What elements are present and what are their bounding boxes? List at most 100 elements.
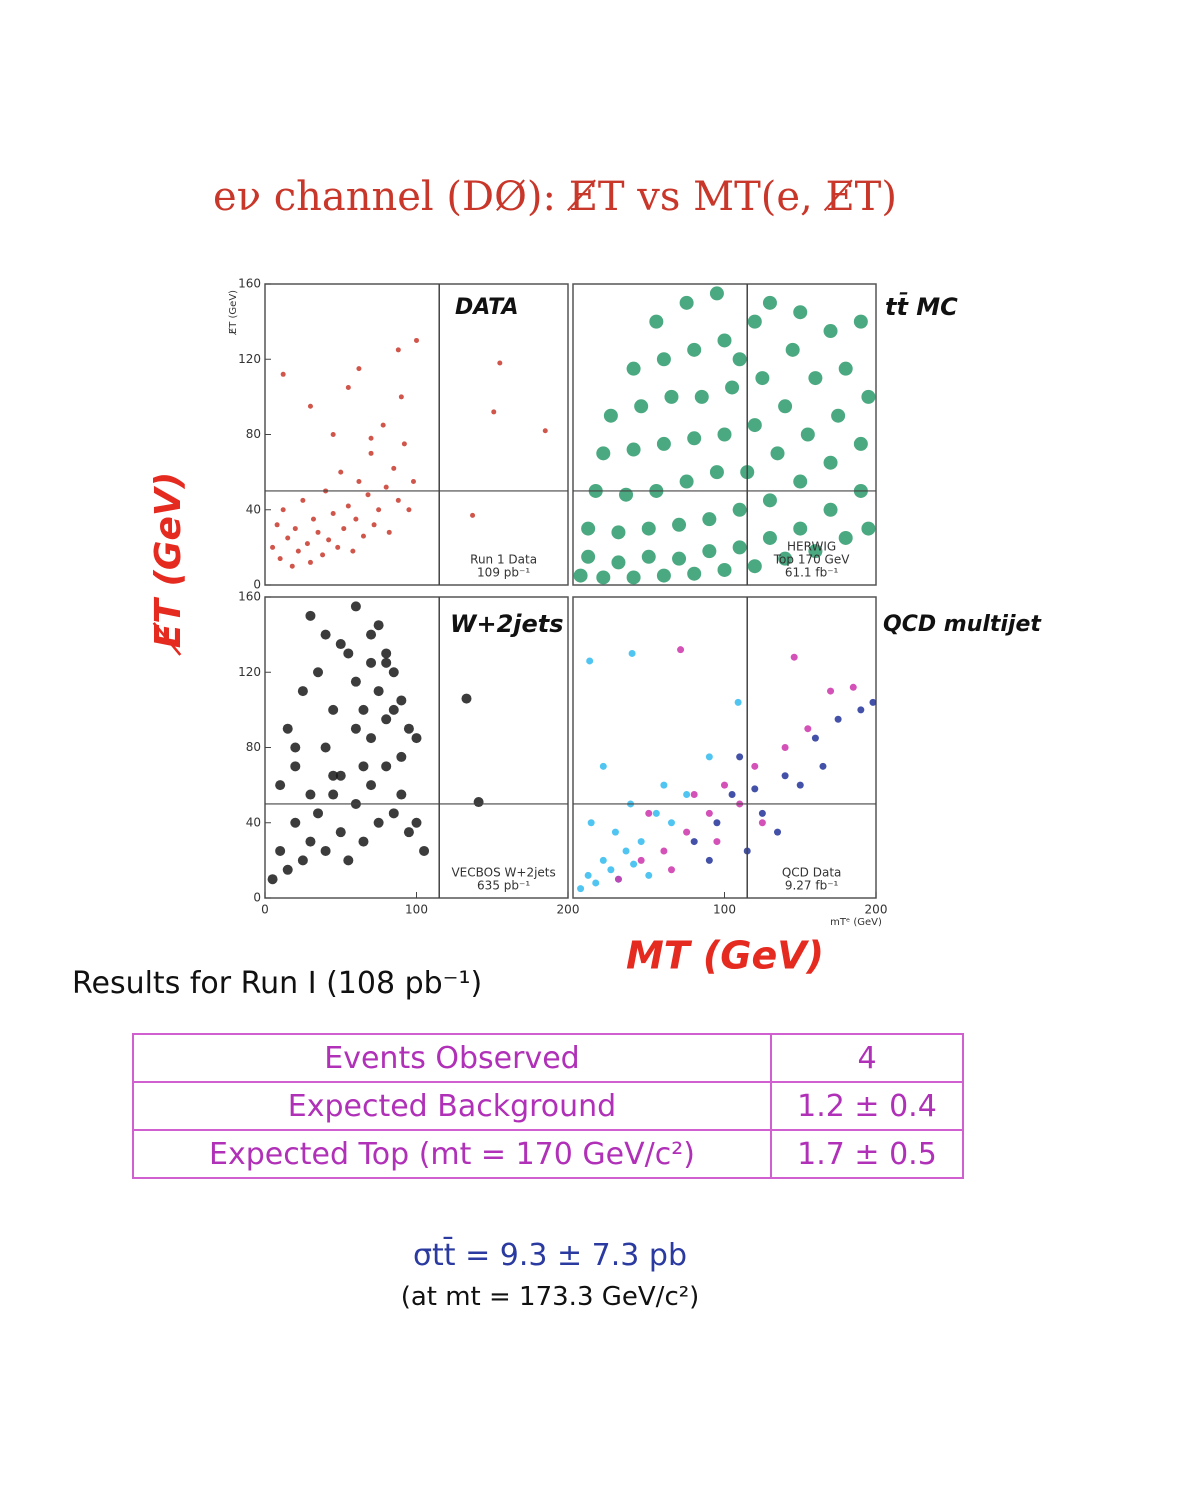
y-tick-label: 80 [246,740,261,754]
point [728,791,736,799]
point [461,693,472,704]
panel-label: DATA [455,295,519,320]
point [275,845,286,856]
point [861,389,876,404]
point [274,522,280,528]
point [350,548,356,554]
point [275,780,286,791]
point [804,725,812,733]
point [356,366,362,372]
point [305,836,316,847]
point [672,551,687,566]
point [641,521,656,536]
point [611,555,626,570]
point [295,548,301,554]
point [315,529,321,535]
point [774,828,782,836]
point [831,408,846,423]
point [406,507,412,513]
cell: 4 [770,1033,964,1083]
point [656,568,671,583]
point [660,781,668,789]
point [677,646,685,654]
point [376,507,382,513]
point [383,484,389,490]
point [388,704,399,715]
point [335,639,346,650]
point [781,744,789,751]
point [762,295,777,310]
x-tick-label: 0 [261,903,269,917]
point [358,761,369,772]
point [414,337,419,343]
cell: Expected Top (mt = 170 GeV/c²) [132,1129,772,1179]
point [592,879,600,887]
point [679,295,694,310]
panel-annotation: VECBOS W+2jets [451,866,555,880]
point [778,551,793,566]
point [607,866,615,874]
point [345,503,351,509]
point [614,875,622,883]
points [573,286,876,585]
point [755,371,770,386]
point [626,570,641,585]
point [366,629,377,640]
point [396,789,407,800]
panel-annotation: HERWIG [787,540,836,554]
point [330,432,336,437]
point [350,723,361,734]
cell: 1.2 ± 0.4 [770,1081,964,1131]
point [419,845,430,856]
point [762,530,777,545]
point [366,780,377,791]
point [857,706,865,714]
point [330,511,336,517]
point [300,497,306,503]
point [366,733,377,744]
point [386,529,392,535]
point [687,431,702,446]
point [381,648,392,659]
point [305,789,316,800]
y-tick-label: 40 [246,815,261,829]
point [734,698,742,706]
point [356,479,362,485]
point [827,687,835,695]
point [664,389,679,404]
point [732,352,747,367]
results-heading: Results for Run I (108 pb⁻¹) [72,966,483,1001]
point [652,809,660,817]
point [599,762,607,770]
point [350,676,361,687]
y-tick-label: 0 [253,891,261,905]
point [497,360,503,366]
row: Expected Top (mt = 170 GeV/c²) 1.7 ± 0.5 [132,1129,964,1179]
point [395,347,401,353]
y-axis-label: E̸T (GeV) [148,472,189,657]
point [282,864,293,875]
cell: 1.7 ± 0.5 [770,1129,964,1179]
point [343,648,354,659]
y-tick-label: 0 [253,578,261,592]
point [732,540,747,555]
point [861,521,876,536]
point [626,361,641,376]
point [683,828,691,836]
point [751,762,759,770]
point [660,847,668,855]
point [736,753,744,761]
y-tick-label: 160 [238,277,261,291]
point [335,770,346,781]
points [577,646,876,893]
point [634,399,649,414]
point [365,492,371,498]
point [304,541,310,547]
point [747,418,762,433]
point [747,314,762,329]
point [391,465,397,471]
panel-annotation: Run 1 Data [470,553,537,567]
point [470,512,476,518]
point [667,819,675,827]
point [289,563,295,569]
